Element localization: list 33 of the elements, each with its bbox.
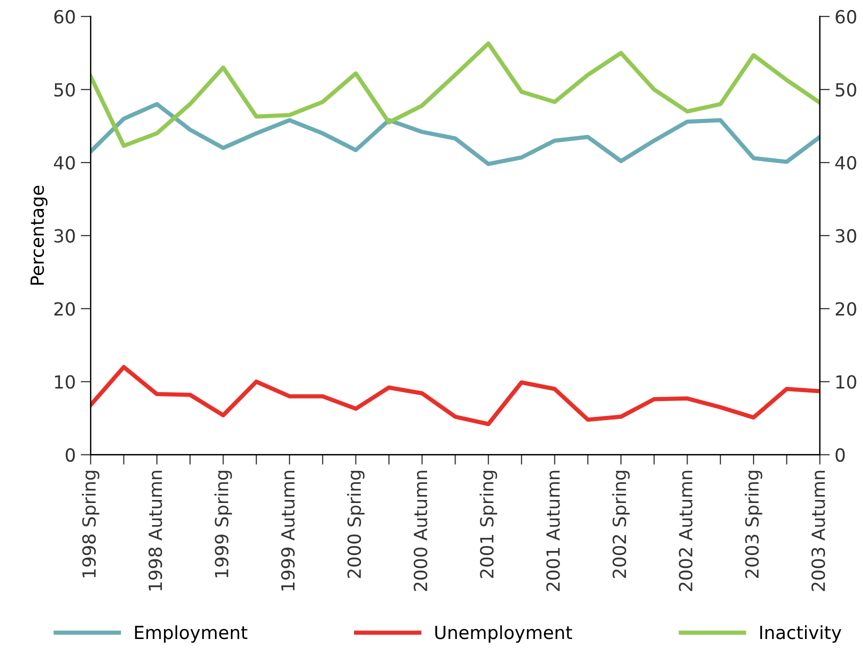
legend-label: Unemployment (435, 625, 572, 643)
x-tick-label: 2000 Autumn (414, 470, 428, 592)
line-series (90, 364, 820, 426)
y2-tick-label: 10 (836, 375, 856, 389)
legend-label: Inactivity (760, 625, 842, 643)
x-tick-label: 1998 Spring (82, 470, 100, 578)
y-tick-label: 20 (54, 302, 75, 316)
y-tick-label: 50 (54, 82, 75, 97)
y2-tick-label: 30 (836, 229, 856, 243)
y-tick-label: 0 (66, 448, 75, 462)
y-tick-label: 10 (55, 375, 75, 389)
x-tick-label: 2002 Autumn (678, 470, 692, 592)
x-tick-label: 2002 Spring (612, 470, 630, 578)
y-tick-label: 40 (54, 156, 75, 170)
y-axis-title: Percentage (30, 186, 48, 285)
legend-label: Employment (135, 625, 248, 643)
x-tick-label: 2003 Autumn (811, 470, 826, 592)
x-tick-label: 2003 Spring (744, 470, 762, 578)
x-tick-label: 2001 Autumn (546, 470, 560, 592)
line-series (90, 102, 820, 166)
y2-tick-label: 20 (836, 302, 856, 316)
x-tick-label: 1999 Spring (214, 470, 232, 578)
y2-tick-label: 60 (836, 10, 856, 24)
line-series (90, 41, 820, 148)
x-tick-label: 1998 Autumn (148, 470, 162, 590)
y2-tick-label: 40 (835, 156, 856, 170)
y2-tick-label: 0 (836, 448, 845, 462)
y-tick-label: 60 (54, 10, 75, 24)
x-tick-label: 2001 Spring (480, 470, 498, 578)
y-tick-label: 30 (54, 229, 75, 243)
x-tick-label: 2000 Spring (347, 470, 365, 578)
x-tick-label: 1999 Autumn (281, 470, 295, 590)
y2-tick-label: 50 (836, 82, 856, 97)
